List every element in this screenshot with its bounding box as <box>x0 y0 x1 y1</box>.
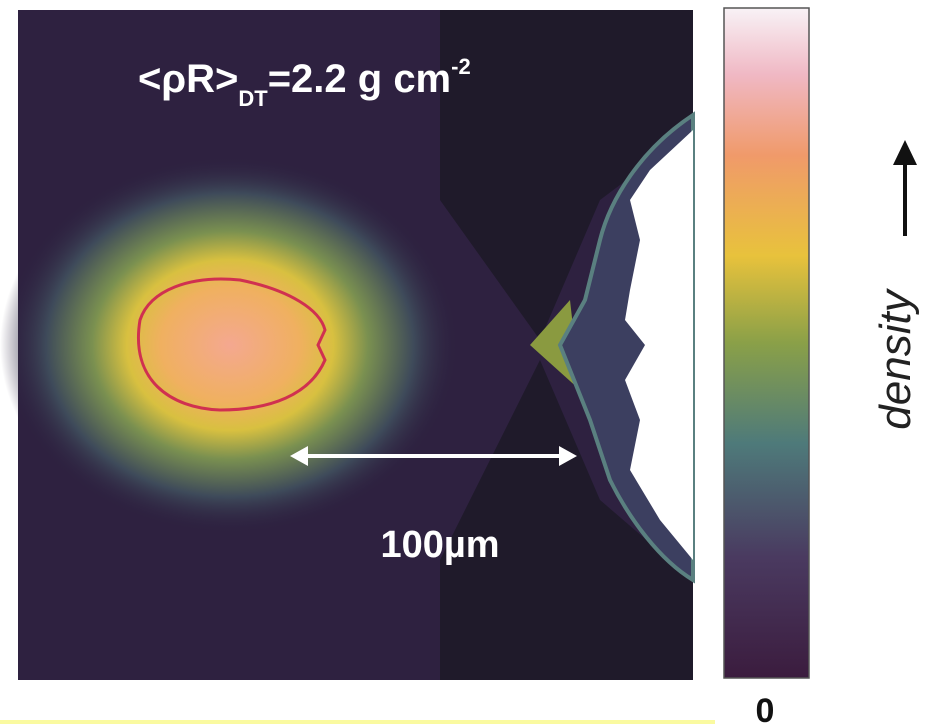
figure: <ρR>DT=2.2 g cm-2 100µm density 0 <box>0 0 932 727</box>
annotation-superscript: -2 <box>451 54 471 79</box>
colorbar-arrow <box>893 140 917 236</box>
colorbar-min-label: 0 <box>756 692 775 727</box>
annotation-main: <ρR> <box>138 57 238 101</box>
annotation-subscript: DT <box>238 86 268 111</box>
colorbar-label: density <box>871 287 920 429</box>
colorbar <box>724 8 809 678</box>
density-map <box>0 10 693 680</box>
scale-label: 100µm <box>380 524 499 566</box>
annotation-value: =2.2 g cm <box>268 57 451 101</box>
